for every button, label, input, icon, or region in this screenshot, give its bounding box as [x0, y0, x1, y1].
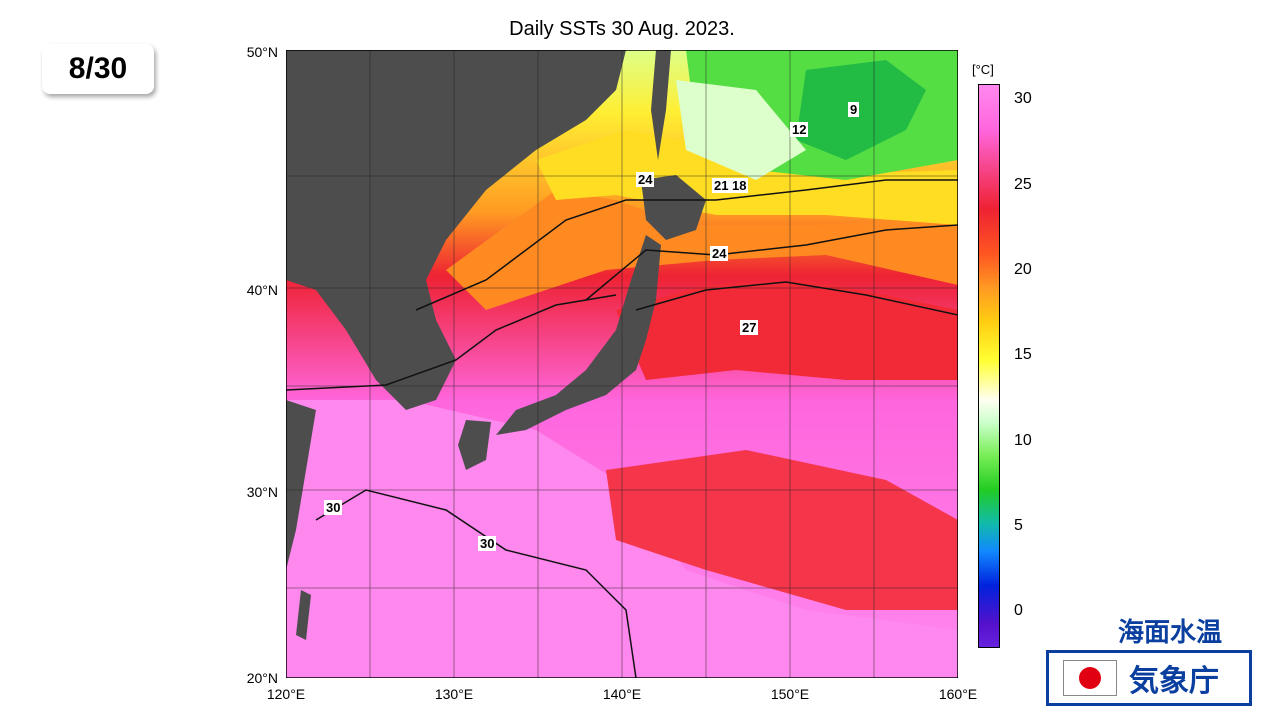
jma-logo-box: 気象庁 — [1046, 650, 1252, 706]
contour-label-24a: 24 — [636, 172, 655, 187]
contour-label-27: 27 — [740, 320, 759, 335]
land-china — [286, 400, 316, 570]
contour-label-12: 12 — [790, 122, 809, 137]
grid-lines — [286, 50, 958, 678]
lat-label-20n: 20°N — [246, 670, 278, 686]
lon-label-150e: 150°E — [770, 686, 810, 702]
land-sakhalin — [651, 50, 671, 160]
lon-label-140e: 140°E — [602, 686, 642, 702]
cold-core — [796, 60, 926, 160]
japan-flag-icon — [1063, 660, 1117, 696]
land-taiwan — [296, 590, 311, 640]
sst-map: 9 12 21 18 24 24 27 30 30 — [285, 49, 959, 679]
jma-name: 気象庁 — [1129, 665, 1219, 698]
contour-label-30a: 30 — [324, 500, 343, 515]
orange-band — [446, 190, 958, 310]
kuroshio-band — [616, 280, 958, 380]
map-title: Daily SSTs 30 Aug. 2023. — [509, 18, 735, 40]
colorbar-tick-25: 25 — [1014, 176, 1032, 193]
colorbar-tick-0: 0 — [1014, 602, 1023, 619]
contour-label-18: 18 — [730, 178, 749, 193]
colorbar-tick-10: 10 — [1014, 432, 1032, 449]
lon-label-130e: 130°E — [434, 686, 474, 702]
colorbar — [978, 84, 1000, 648]
jma-subtitle: 海面水温 — [1118, 617, 1223, 647]
lon-label-160e: 160°E — [938, 686, 978, 702]
land-hokkaido — [641, 175, 706, 240]
contour-label-30b: 30 — [478, 536, 497, 551]
yellow-band — [536, 130, 958, 225]
colorbar-tick-15: 15 — [1014, 346, 1032, 363]
colorbar-tick-5: 5 — [1014, 517, 1023, 534]
land-korea — [381, 280, 436, 395]
colorbar-tick-30: 30 — [1014, 90, 1032, 107]
cold-pale — [676, 80, 806, 180]
contour-label-21: 21 — [712, 178, 731, 193]
lat-label-50n: 50°N — [246, 44, 278, 60]
contour-lines — [285, 179, 959, 679]
land-honshu — [496, 235, 661, 435]
colorbar-unit: [°C] — [972, 62, 994, 77]
lat-label-40n: 40°N — [246, 282, 278, 298]
date-badge: 8/30 — [42, 44, 154, 94]
colorbar-tick-20: 20 — [1014, 261, 1032, 278]
land-continent — [286, 50, 626, 410]
contour-label-24b: 24 — [710, 246, 729, 261]
lon-label-120e: 120°E — [266, 686, 306, 702]
land-kyushu — [458, 420, 491, 470]
lat-label-30n: 30°N — [246, 484, 278, 500]
contour-label-9: 9 — [848, 102, 860, 117]
